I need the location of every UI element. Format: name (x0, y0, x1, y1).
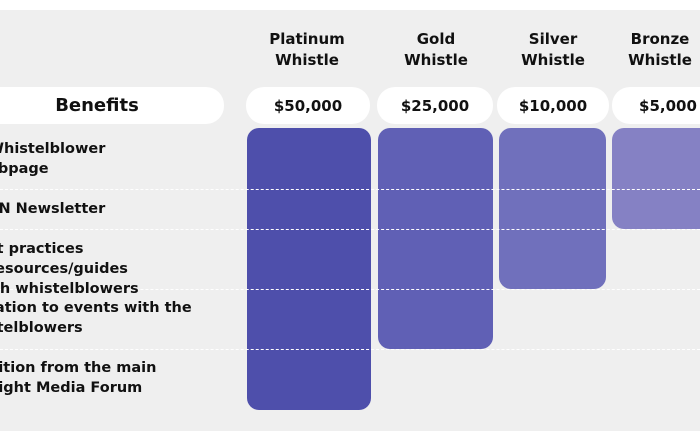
benefit-row-newsletter: SN Newsletter (0, 201, 106, 217)
benefit-row-recognition: nition from the main night Media Forum (0, 360, 157, 396)
tier-column-platinum (247, 128, 371, 410)
row-divider (0, 349, 700, 350)
benefits-header: Benefits (0, 87, 224, 124)
benefit-row-events: tation to events with thestelblowers (0, 300, 192, 336)
tier-column-silver (499, 128, 606, 289)
price-bronze: $5,000 (612, 87, 700, 124)
price-silver: $10,000 (497, 87, 609, 124)
tier-header-gold: Gold Whistle (404, 30, 468, 69)
row-divider (0, 229, 700, 230)
row-divider (0, 289, 700, 290)
price-gold: $25,000 (377, 87, 493, 124)
price-platinum: $50,000 (246, 87, 370, 124)
sponsorship-table: Platinum Whistle Gold Whistle Silver Whistl… (0, 10, 700, 431)
tier-column-gold (378, 128, 493, 349)
row-divider (0, 189, 700, 190)
tier-column-bronze (612, 128, 700, 229)
tier-header-bronze: Bronze Whistle (628, 30, 692, 69)
benefit-row-webpage: Whistelblowerebpage (0, 141, 106, 177)
tier-header-platinum: Platinum Whistle (269, 30, 345, 69)
tier-header-silver: Silver Whistle (521, 30, 585, 69)
